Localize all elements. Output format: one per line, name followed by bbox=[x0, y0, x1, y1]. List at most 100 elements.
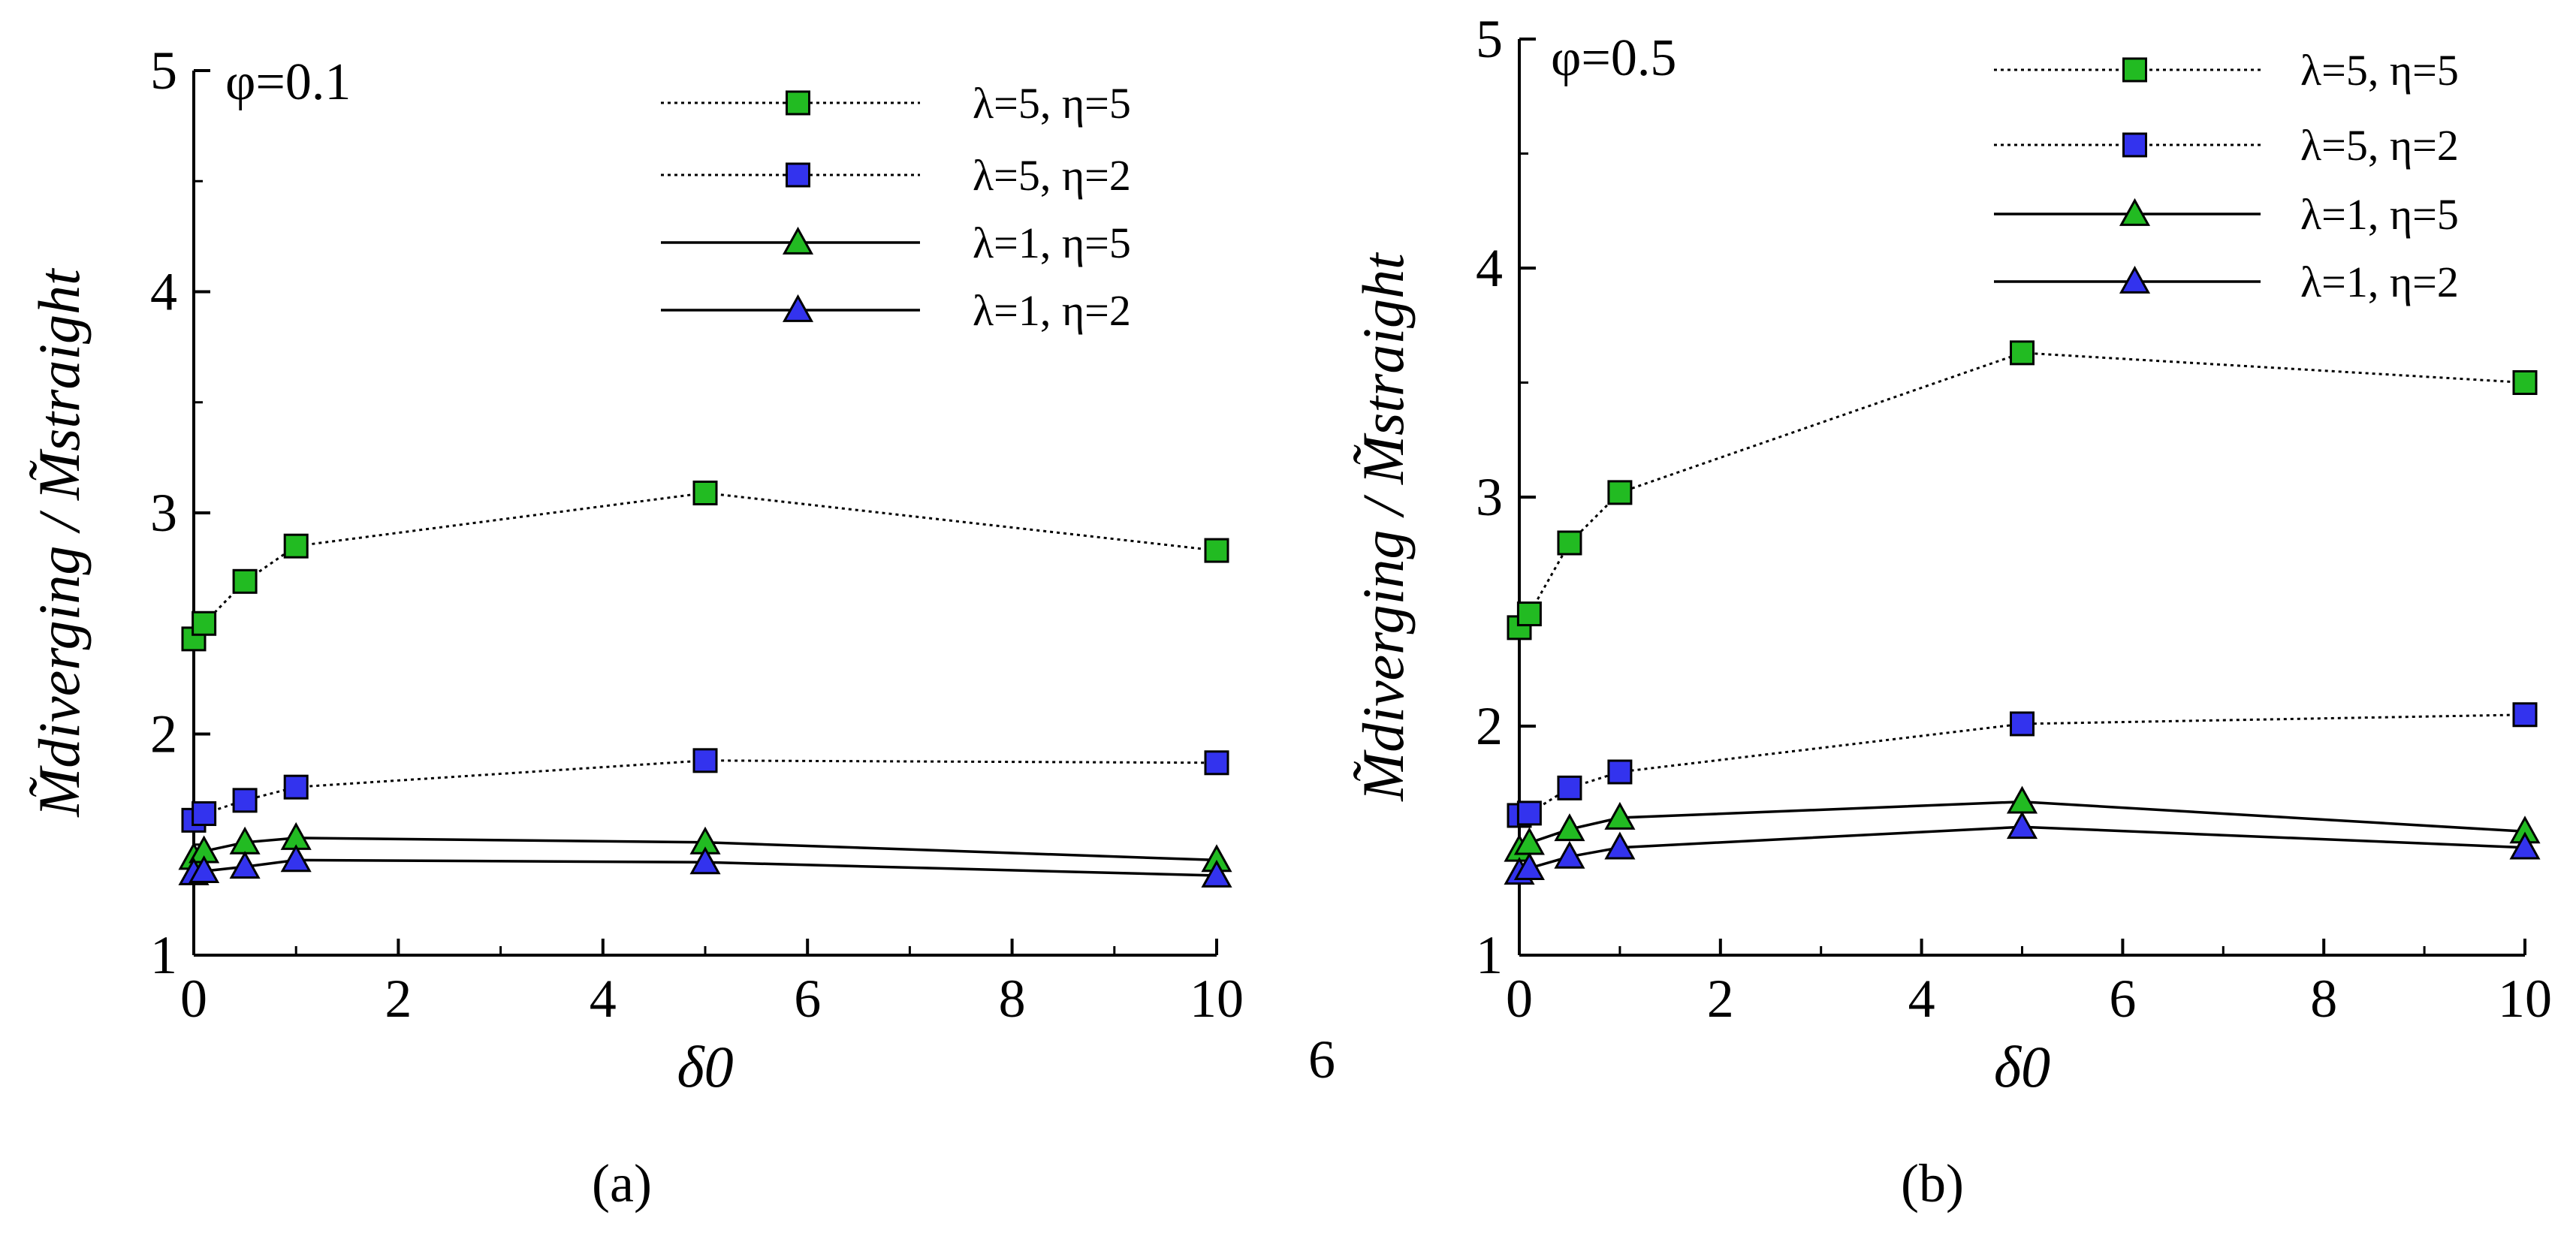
data-point bbox=[283, 774, 309, 800]
legend-marker bbox=[782, 294, 814, 322]
data-point bbox=[229, 851, 261, 879]
data-point bbox=[2010, 711, 2035, 737]
x-tick-label: 4 bbox=[1908, 969, 1935, 1029]
y-axis-label: M̃diverging / M̃straight bbox=[26, 267, 92, 818]
legend-label: λ=1, η=5 bbox=[2300, 190, 2459, 239]
data-point bbox=[2006, 785, 2038, 814]
data-point bbox=[283, 533, 309, 559]
x-tick-label: 6 bbox=[794, 969, 821, 1029]
legend-marker bbox=[2122, 57, 2147, 83]
series-line bbox=[192, 491, 1217, 640]
panel-caption: (a) bbox=[592, 1153, 652, 1213]
legend-marker bbox=[786, 90, 810, 116]
data-point bbox=[2010, 340, 2035, 366]
data-point bbox=[2512, 370, 2538, 395]
y-tick-label: 1 bbox=[1476, 925, 1503, 985]
x-axis-label: δ0 bbox=[1994, 1034, 2050, 1099]
legend-label: λ=5, η=2 bbox=[973, 151, 1131, 200]
data-point bbox=[1201, 859, 1232, 888]
x-tick-label: 0 bbox=[1506, 969, 1533, 1029]
x-tick-label: 2 bbox=[385, 969, 412, 1029]
series-2 bbox=[1507, 702, 2538, 828]
data-point bbox=[1204, 538, 1229, 563]
x-axis-label: δ0 bbox=[677, 1034, 733, 1099]
x-tick-label: 8 bbox=[999, 969, 1026, 1029]
panel-caption: (b) bbox=[1901, 1153, 1964, 1213]
data-point bbox=[1607, 480, 1633, 505]
y-tick-label: 3 bbox=[1476, 467, 1503, 527]
data-point bbox=[692, 748, 718, 773]
data-point bbox=[1554, 813, 1585, 842]
x-tick-label: 0 bbox=[180, 969, 207, 1029]
legend-label: λ=5, η=2 bbox=[2300, 121, 2459, 170]
legend-marker bbox=[2119, 265, 2151, 294]
legend-entry: λ=1, η=5 bbox=[661, 219, 1131, 267]
legend-label: λ=1, η=2 bbox=[2300, 258, 2459, 306]
data-point bbox=[2006, 811, 2038, 840]
legend-entry: λ=5, η=5 bbox=[661, 79, 1131, 128]
legend-marker bbox=[2122, 132, 2147, 158]
series-1 bbox=[181, 480, 1229, 652]
data-point bbox=[689, 846, 721, 875]
legend-marker bbox=[2119, 197, 2151, 226]
legend-entry: λ=5, η=2 bbox=[1994, 121, 2459, 170]
data-point bbox=[1557, 530, 1582, 556]
legend-marker bbox=[786, 162, 810, 188]
y-tick-label: 5 bbox=[150, 41, 177, 101]
legend-label: λ=1, η=5 bbox=[973, 219, 1131, 267]
series-4 bbox=[178, 844, 1232, 888]
legend-label: λ=5, η=5 bbox=[2300, 46, 2459, 95]
x-tick-label: 4 bbox=[590, 969, 617, 1029]
data-point bbox=[1516, 601, 1542, 627]
data-point bbox=[280, 844, 312, 873]
y-axis-label: M̃diverging / M̃straight bbox=[1350, 252, 1416, 802]
series-3 bbox=[1504, 785, 2541, 862]
series-2 bbox=[181, 748, 1229, 833]
legend-entry: λ=1, η=2 bbox=[661, 286, 1131, 335]
data-point bbox=[2512, 702, 2538, 728]
phi-annotation: φ=0.1 bbox=[225, 53, 351, 111]
data-point bbox=[1604, 801, 1636, 830]
legend-label: λ=5, η=5 bbox=[973, 79, 1131, 128]
y-tick-label: 2 bbox=[150, 704, 177, 764]
stray-label: 6 bbox=[1308, 1029, 1335, 1090]
data-point bbox=[1204, 750, 1229, 776]
legend-label: λ=1, η=2 bbox=[973, 286, 1131, 335]
data-point bbox=[189, 855, 220, 883]
data-point bbox=[692, 480, 718, 505]
y-tick-label: 5 bbox=[1476, 9, 1503, 69]
x-tick-label: 6 bbox=[2109, 969, 2136, 1029]
legend-entry: λ=1, η=5 bbox=[1994, 190, 2459, 239]
data-point bbox=[1513, 852, 1545, 880]
x-tick-label: 10 bbox=[2498, 969, 2552, 1029]
y-tick-label: 4 bbox=[1476, 238, 1503, 298]
data-point bbox=[232, 568, 258, 594]
series-4 bbox=[1504, 811, 2541, 885]
x-tick-label: 8 bbox=[2310, 969, 2337, 1029]
series-3 bbox=[178, 821, 1232, 873]
phi-annotation: φ=0.5 bbox=[1551, 29, 1676, 87]
legend-marker bbox=[782, 226, 814, 255]
legend-entry: λ=1, η=2 bbox=[1994, 258, 2459, 306]
series-1 bbox=[1507, 340, 2538, 641]
x-tick-label: 2 bbox=[1707, 969, 1734, 1029]
legend-entry: λ=5, η=5 bbox=[1994, 46, 2459, 95]
y-tick-label: 2 bbox=[1476, 696, 1503, 756]
data-point bbox=[192, 801, 217, 827]
data-point bbox=[1607, 759, 1633, 785]
data-point bbox=[2509, 831, 2541, 860]
data-point bbox=[192, 610, 217, 636]
y-tick-label: 3 bbox=[150, 483, 177, 543]
data-point bbox=[1516, 800, 1542, 826]
data-point bbox=[1604, 831, 1636, 860]
legend-entry: λ=5, η=2 bbox=[661, 151, 1131, 200]
y-tick-label: 4 bbox=[150, 262, 177, 322]
data-point bbox=[232, 788, 258, 813]
data-point bbox=[1557, 775, 1582, 800]
x-tick-label: 10 bbox=[1190, 969, 1244, 1029]
data-point bbox=[1554, 840, 1585, 869]
y-tick-label: 1 bbox=[150, 925, 177, 985]
